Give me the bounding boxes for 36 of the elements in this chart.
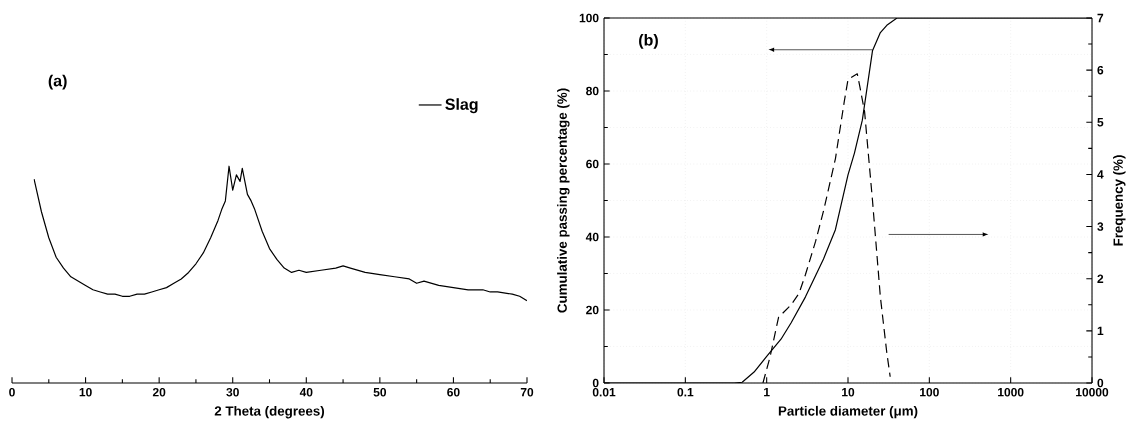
y-tick-label: 80 [586,86,599,96]
x-axis-title: Particle diameter (μm) [778,405,918,419]
x-tick-label: 50 [373,387,387,397]
y-axis-title: Cumulative passing percentage (%) [557,88,570,313]
y2-tick-label: 2 [1097,274,1104,283]
x-tick-label: 100 [920,387,939,397]
y2-tick-label: 7 [1097,13,1104,23]
legend-label: Slag [445,98,478,114]
x-tick-label: 0.1 [677,387,694,397]
x-tick-label: 1000 [998,387,1024,397]
y2-tick-label: 0 [1097,378,1104,388]
x-tick-label: 10 [842,387,855,397]
x-tick-label: 10 [79,387,92,397]
y2-tick-label: 5 [1097,118,1104,127]
y2-tick-label: 4 [1097,170,1104,179]
x-tick-label: 60 [447,387,460,397]
y2-axis-title: Frequency (%) [1113,155,1126,246]
x-tick-label: 1 [764,387,770,397]
x-tick-label: 10000 [1076,387,1109,397]
y2-tick-label: 6 [1097,65,1104,75]
x-axis-title: 2 Theta (degrees) [214,405,325,419]
annotation: (b) [639,33,658,49]
y2-tick-label: 3 [1097,222,1104,231]
text: (a) [48,74,67,90]
x-tick-label: 70 [520,387,534,397]
y-tick-label: 20 [586,305,599,315]
y-tick-label: 60 [586,159,599,169]
x-tick-label: 20 [152,387,166,397]
x-tick-label: 0.01 [592,387,616,397]
y2-tick-label: 1 [1097,326,1104,335]
y-tick-label: 0 [592,378,599,388]
x-tick-label: 40 [299,387,313,397]
x-tick-label: 30 [226,387,239,397]
x-tick-label: 0 [9,387,15,397]
y-tick-label: 40 [585,232,599,242]
y-tick-label: 100 [579,13,599,23]
